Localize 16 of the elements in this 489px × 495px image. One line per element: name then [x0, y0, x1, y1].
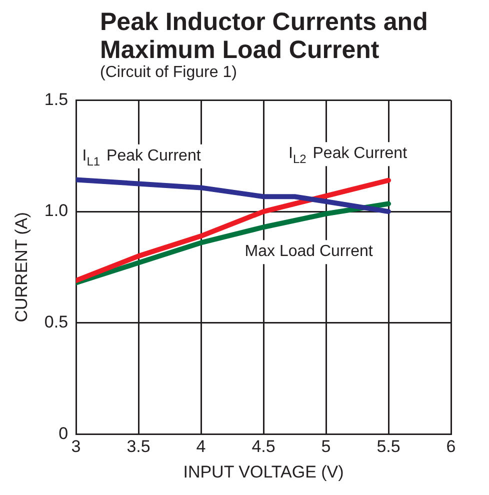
x-tick-label: 3.5 [126, 437, 150, 456]
x-tick-label: 5 [321, 437, 331, 456]
y-axis-title: CURRENT (A) [12, 212, 31, 322]
x-tick-label: 4 [196, 437, 206, 456]
x-tick-label: 6 [446, 437, 456, 456]
series-label: Max Load Current [244, 243, 374, 260]
y-tick-label: 1.0 [44, 201, 68, 220]
x-tick-label: 4.5 [252, 437, 276, 456]
chart-title: Peak Inductor Currents and Maximum Load Current [100, 8, 429, 64]
x-axis-title: INPUT VOLTAGE (V) [183, 462, 344, 482]
y-tick-label: 1.5 [44, 90, 68, 109]
y-tick-label: 0.5 [44, 312, 68, 332]
x-tick-label: 5.5 [376, 437, 400, 456]
chart-subtitle: (Circuit of Figure 1) [100, 64, 238, 82]
y-tick-label: 0 [58, 424, 68, 443]
x-tick-label: 3 [71, 437, 81, 456]
